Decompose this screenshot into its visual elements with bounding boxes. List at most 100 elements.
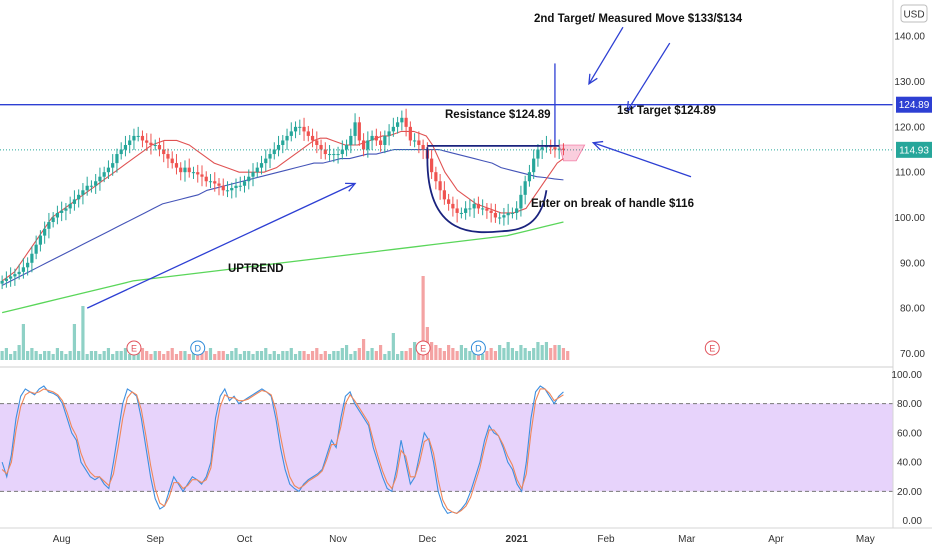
first-target-arrow-head [626,100,637,113]
volume-bar [230,351,234,360]
volume-bar [370,348,374,360]
candle-body [489,210,493,213]
volume-bar [55,348,60,360]
candle-body [327,154,332,156]
candle-body [374,135,378,141]
volume-bar [400,351,404,360]
candle-body [366,140,370,150]
second-target-label: 2nd Target/ Measured Move $133/$134 [534,13,743,25]
volume-bar [17,345,21,360]
candle-body [230,188,234,191]
candle-body [140,135,145,141]
candle-body [264,158,268,164]
candle-body [272,149,276,155]
candle-body [64,208,68,211]
volume-bar [464,348,468,360]
volume-bar [145,351,149,360]
oscillator-pane [0,385,893,515]
oscillator-tick-label: 80.00 [897,399,922,410]
oscillator-tick-label: 60.00 [897,428,922,439]
earnings-marker-label: E [420,344,426,354]
volume-bar [128,354,132,360]
earnings-marker [704,340,720,356]
candle-body [315,140,319,145]
volume-bar [183,351,187,360]
candle-body [60,210,64,213]
candle-body [179,167,183,173]
candle-body [561,148,566,150]
x-tick-label: Mar [678,534,696,545]
candle-body [102,172,106,177]
candle-body [149,142,153,145]
candle-body [293,126,298,132]
volume-bar [366,351,370,360]
candle-body [132,135,136,141]
cup-outline [426,147,548,234]
volume-bar [549,348,553,360]
volume-bar [523,348,527,360]
volume-bar [336,351,340,360]
volume-bar [413,342,417,360]
candle-body [485,208,489,211]
uptrend-arrow [86,182,356,309]
candle-body [442,190,446,200]
volume-bar [157,351,162,360]
candle-body [344,144,349,150]
candle-body [68,203,72,209]
candle-body [395,122,400,127]
volume-bar [115,351,119,360]
earnings-marker [415,340,431,356]
candle-body [136,135,140,137]
uptrend-arrow-head [345,182,357,192]
volume-bar [536,342,540,360]
first-target-arrow [626,42,671,112]
volume-bar [438,348,442,360]
x-tick-label: Aug [53,534,71,545]
candle-body [128,140,132,145]
uptrend-label: UPTREND [228,263,284,275]
volume-bar [272,351,276,360]
candle-body [85,185,89,191]
volume-bar [221,351,225,360]
candle-body [391,126,395,132]
earnings-marker-label: E [709,344,715,354]
candle-body [527,172,532,182]
candle-body [55,212,60,218]
candle-body [204,176,208,182]
candle-body [302,126,306,132]
candle-body [476,203,480,209]
volume-bar [196,354,200,360]
candle-body [289,131,293,136]
candle-body [370,135,374,141]
volume-bar [285,351,289,360]
volume-bar [213,354,217,360]
volume-bar [489,348,493,360]
price-tick-label: 80.00 [900,304,925,315]
candle-body [259,163,264,168]
volume-bar [302,351,306,360]
resistance-price-tag-bg [896,96,932,113]
volume-bar [77,351,81,360]
candle-body [21,267,25,272]
resistance-label: Resistance $124.89 [445,109,551,121]
x-tick-label: Sep [146,534,164,545]
candle-body [43,228,47,236]
volume-bar [106,348,111,360]
dividend-marker-label: D [194,344,201,354]
volume-bar [51,354,55,360]
volume-bar [383,354,387,360]
volume-bar [459,345,463,360]
candle-body [0,280,4,284]
dividend-marker [470,340,486,356]
candle-body [153,144,157,146]
oscillator-tick-label: 0.00 [903,516,923,527]
ma-long-line [1,221,564,314]
volume-bar [208,348,213,360]
volume-bar [68,351,72,360]
candle-body [536,149,540,159]
stoch-d-line [1,388,564,514]
volume-bar [544,342,549,360]
volume-bar [434,345,438,360]
candle-body [557,148,561,150]
